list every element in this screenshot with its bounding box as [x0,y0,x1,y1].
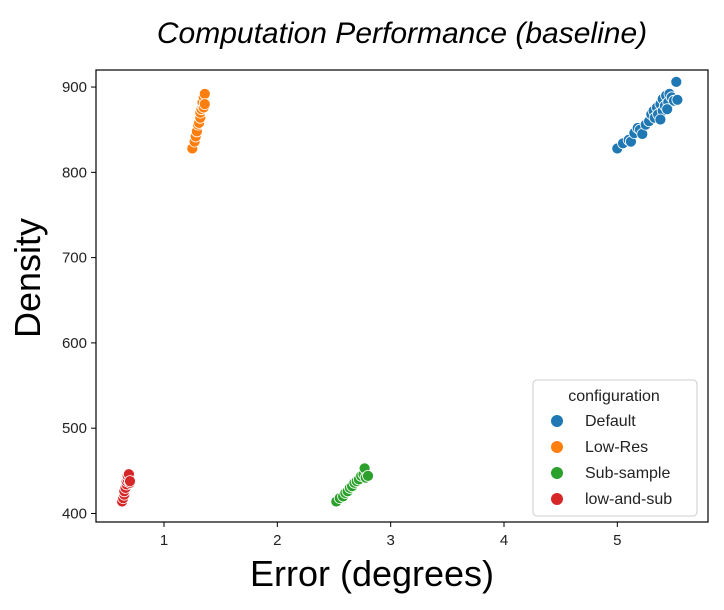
series-sub-sample [330,462,374,508]
y-axis-label: Density [7,218,48,338]
data-point [198,88,211,100]
legend-box [532,379,698,517]
legend-label: Sub-sample [585,465,670,482]
data-point [661,103,674,116]
plot-frame [95,69,709,523]
y-tick-label: 900 [62,79,87,96]
data-point [362,469,374,482]
legend-label: low-and-sub [585,491,672,508]
points-layer [116,76,684,508]
data-point [124,475,136,488]
y-tick-label: 800 [62,164,87,181]
x-tick-label: 4 [500,532,508,549]
y-tick-label: 400 [62,505,87,522]
x-tick-label: 3 [386,532,394,549]
y-axis: 400 500 600 700 800 900 [62,79,96,522]
legend-label: Low-Res [585,439,648,456]
chart-title: Computation Performance (baseline) [157,17,647,50]
y-tick-label: 700 [62,250,87,267]
series-default [611,76,684,155]
legend-marker [551,467,563,479]
x-axis-label: Error (degrees) [250,553,494,594]
data-point [671,93,684,106]
series-low-res [186,88,211,155]
data-point [670,76,683,88]
x-tick-label: 5 [613,532,621,549]
x-tick-label: 1 [160,532,168,549]
legend-items: Default Low-Res Sub-sample low-and-sub [551,413,672,508]
data-point [654,113,667,126]
legend-label: Default [585,413,636,430]
legend: configuration Default Low-Res Sub-sample lo… [532,379,698,517]
x-tick-label: 2 [273,532,281,549]
legend-marker [551,493,563,505]
x-axis: 1 2 3 4 5 [160,522,622,549]
series-low-and-sub [116,468,136,508]
legend-marker [551,441,563,453]
y-tick-label: 600 [62,335,87,352]
y-tick-label: 500 [62,420,87,437]
legend-title: configuration [568,388,660,405]
data-point [198,98,211,110]
legend-marker [551,415,563,427]
